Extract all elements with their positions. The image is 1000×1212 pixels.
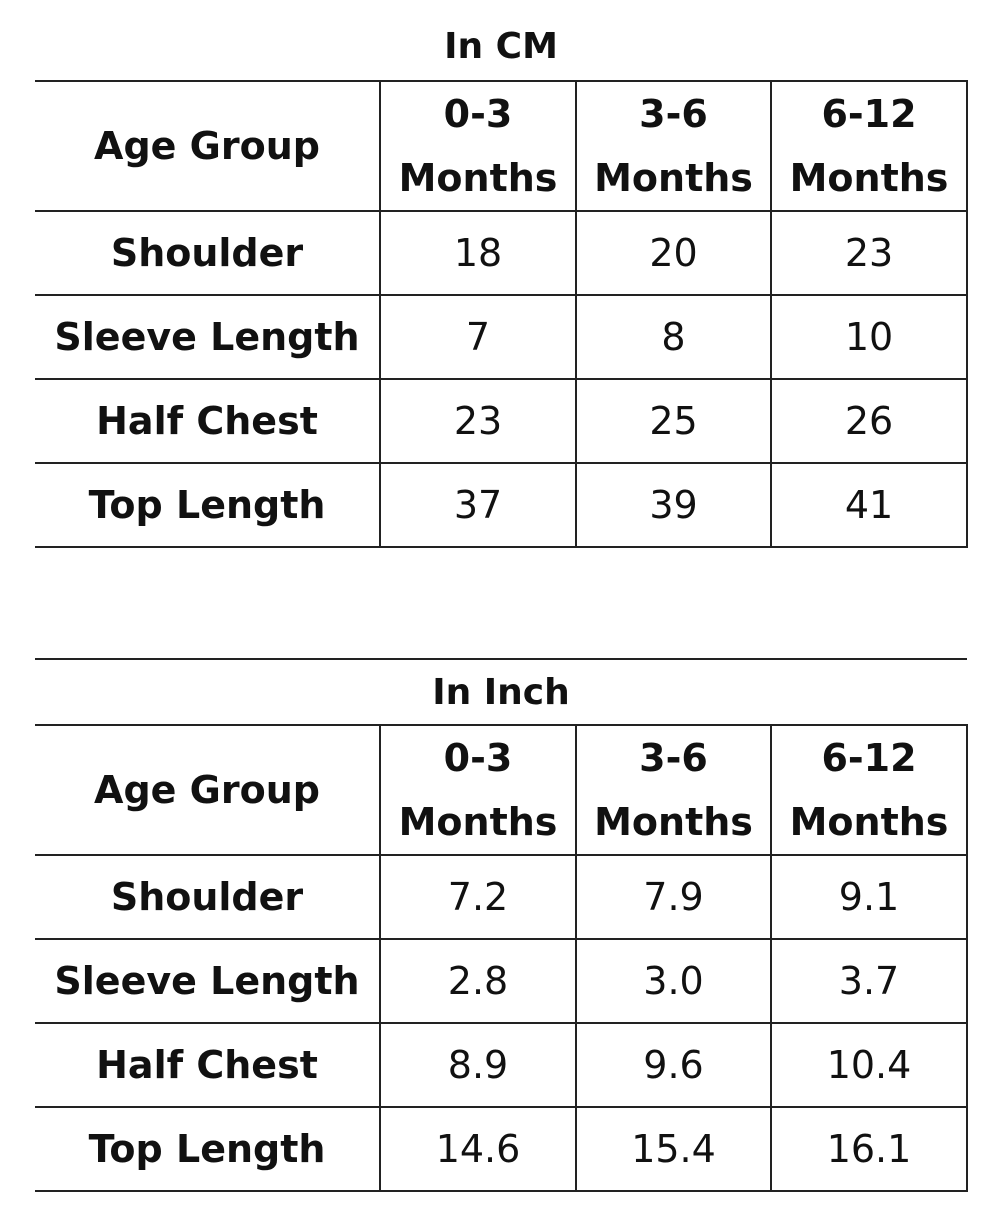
age-range: 0-3	[443, 736, 513, 780]
row-label: Shoulder	[35, 210, 381, 296]
measurement-cell: 9.6	[575, 1022, 772, 1108]
measurement-cell: 7.9	[575, 854, 772, 940]
age-range: 6-12	[821, 736, 917, 780]
age-range: 3-6	[639, 736, 708, 780]
measurement-cell: 41	[770, 462, 968, 548]
measurement-cell: 16.1	[770, 1106, 968, 1192]
age-range: 0-3	[443, 92, 513, 136]
row-label: Top Length	[35, 1106, 381, 1192]
measurement-cell: 20	[575, 210, 772, 296]
header-row: Age Group 0-3 Months 3-6 Months 6-12 Months	[35, 724, 968, 856]
table-row: Top Length 37 39 41	[35, 462, 968, 548]
size-table-cm: Age Group 0-3 Months 3-6 Months 6-12 Months Sho…	[35, 80, 968, 548]
row-label: Shoulder	[35, 854, 381, 940]
header-age-column: 6-12 Months	[770, 80, 968, 212]
measurement-cell: 39	[575, 462, 772, 548]
row-label: Sleeve Length	[35, 938, 381, 1024]
measurement-cell: 26	[770, 378, 968, 464]
measurement-cell: 37	[379, 462, 577, 548]
header-label: Age Group	[35, 724, 381, 856]
size-table-inch: Age Group 0-3 Months 3-6 Months 6-12 Months Sho…	[35, 724, 968, 1192]
age-range: 3-6	[639, 92, 708, 136]
measurement-cell: 14.6	[379, 1106, 577, 1192]
measurement-cell: 9.1	[770, 854, 968, 940]
age-range: 6-12	[821, 92, 917, 136]
table-row: Shoulder 7.2 7.9 9.1	[35, 854, 968, 940]
row-label: Half Chest	[35, 378, 381, 464]
measurement-cell: 23	[770, 210, 968, 296]
table-title: In Inch	[35, 658, 967, 726]
measurement-cell: 10	[770, 294, 968, 380]
header-age-column: 0-3 Months	[379, 80, 577, 212]
measurement-cell: 7.2	[379, 854, 577, 940]
age-unit: Months	[789, 800, 949, 844]
header-age-column: 0-3 Months	[379, 724, 577, 856]
age-unit: Months	[594, 156, 753, 200]
age-unit: Months	[398, 800, 558, 844]
measurement-cell: 10.4	[770, 1022, 968, 1108]
row-label: Half Chest	[35, 1022, 381, 1108]
age-unit: Months	[398, 156, 558, 200]
header-label: Age Group	[35, 80, 381, 212]
table-row: Half Chest 8.9 9.6 10.4	[35, 1022, 968, 1108]
table-row: Top Length 14.6 15.4 16.1	[35, 1106, 968, 1192]
header-row: Age Group 0-3 Months 3-6 Months 6-12 Months	[35, 80, 968, 212]
table-row: Sleeve Length 2.8 3.0 3.7	[35, 938, 968, 1024]
measurement-cell: 7	[379, 294, 577, 380]
header-age-column: 3-6 Months	[575, 80, 772, 212]
measurement-cell: 2.8	[379, 938, 577, 1024]
measurement-cell: 8.9	[379, 1022, 577, 1108]
row-label: Sleeve Length	[35, 294, 381, 380]
measurement-cell: 8	[575, 294, 772, 380]
measurement-cell: 3.0	[575, 938, 772, 1024]
age-unit: Months	[789, 156, 949, 200]
age-unit: Months	[594, 800, 753, 844]
measurement-cell: 25	[575, 378, 772, 464]
measurement-cell: 18	[379, 210, 577, 296]
header-age-column: 3-6 Months	[575, 724, 772, 856]
measurement-cell: 3.7	[770, 938, 968, 1024]
row-label: Top Length	[35, 462, 381, 548]
table-row: Shoulder 18 20 23	[35, 210, 968, 296]
table-row: Half Chest 23 25 26	[35, 378, 968, 464]
measurement-cell: 23	[379, 378, 577, 464]
table-row: Sleeve Length 7 8 10	[35, 294, 968, 380]
header-age-column: 6-12 Months	[770, 724, 968, 856]
measurement-cell: 15.4	[575, 1106, 772, 1192]
table-title: In CM	[444, 26, 558, 67]
